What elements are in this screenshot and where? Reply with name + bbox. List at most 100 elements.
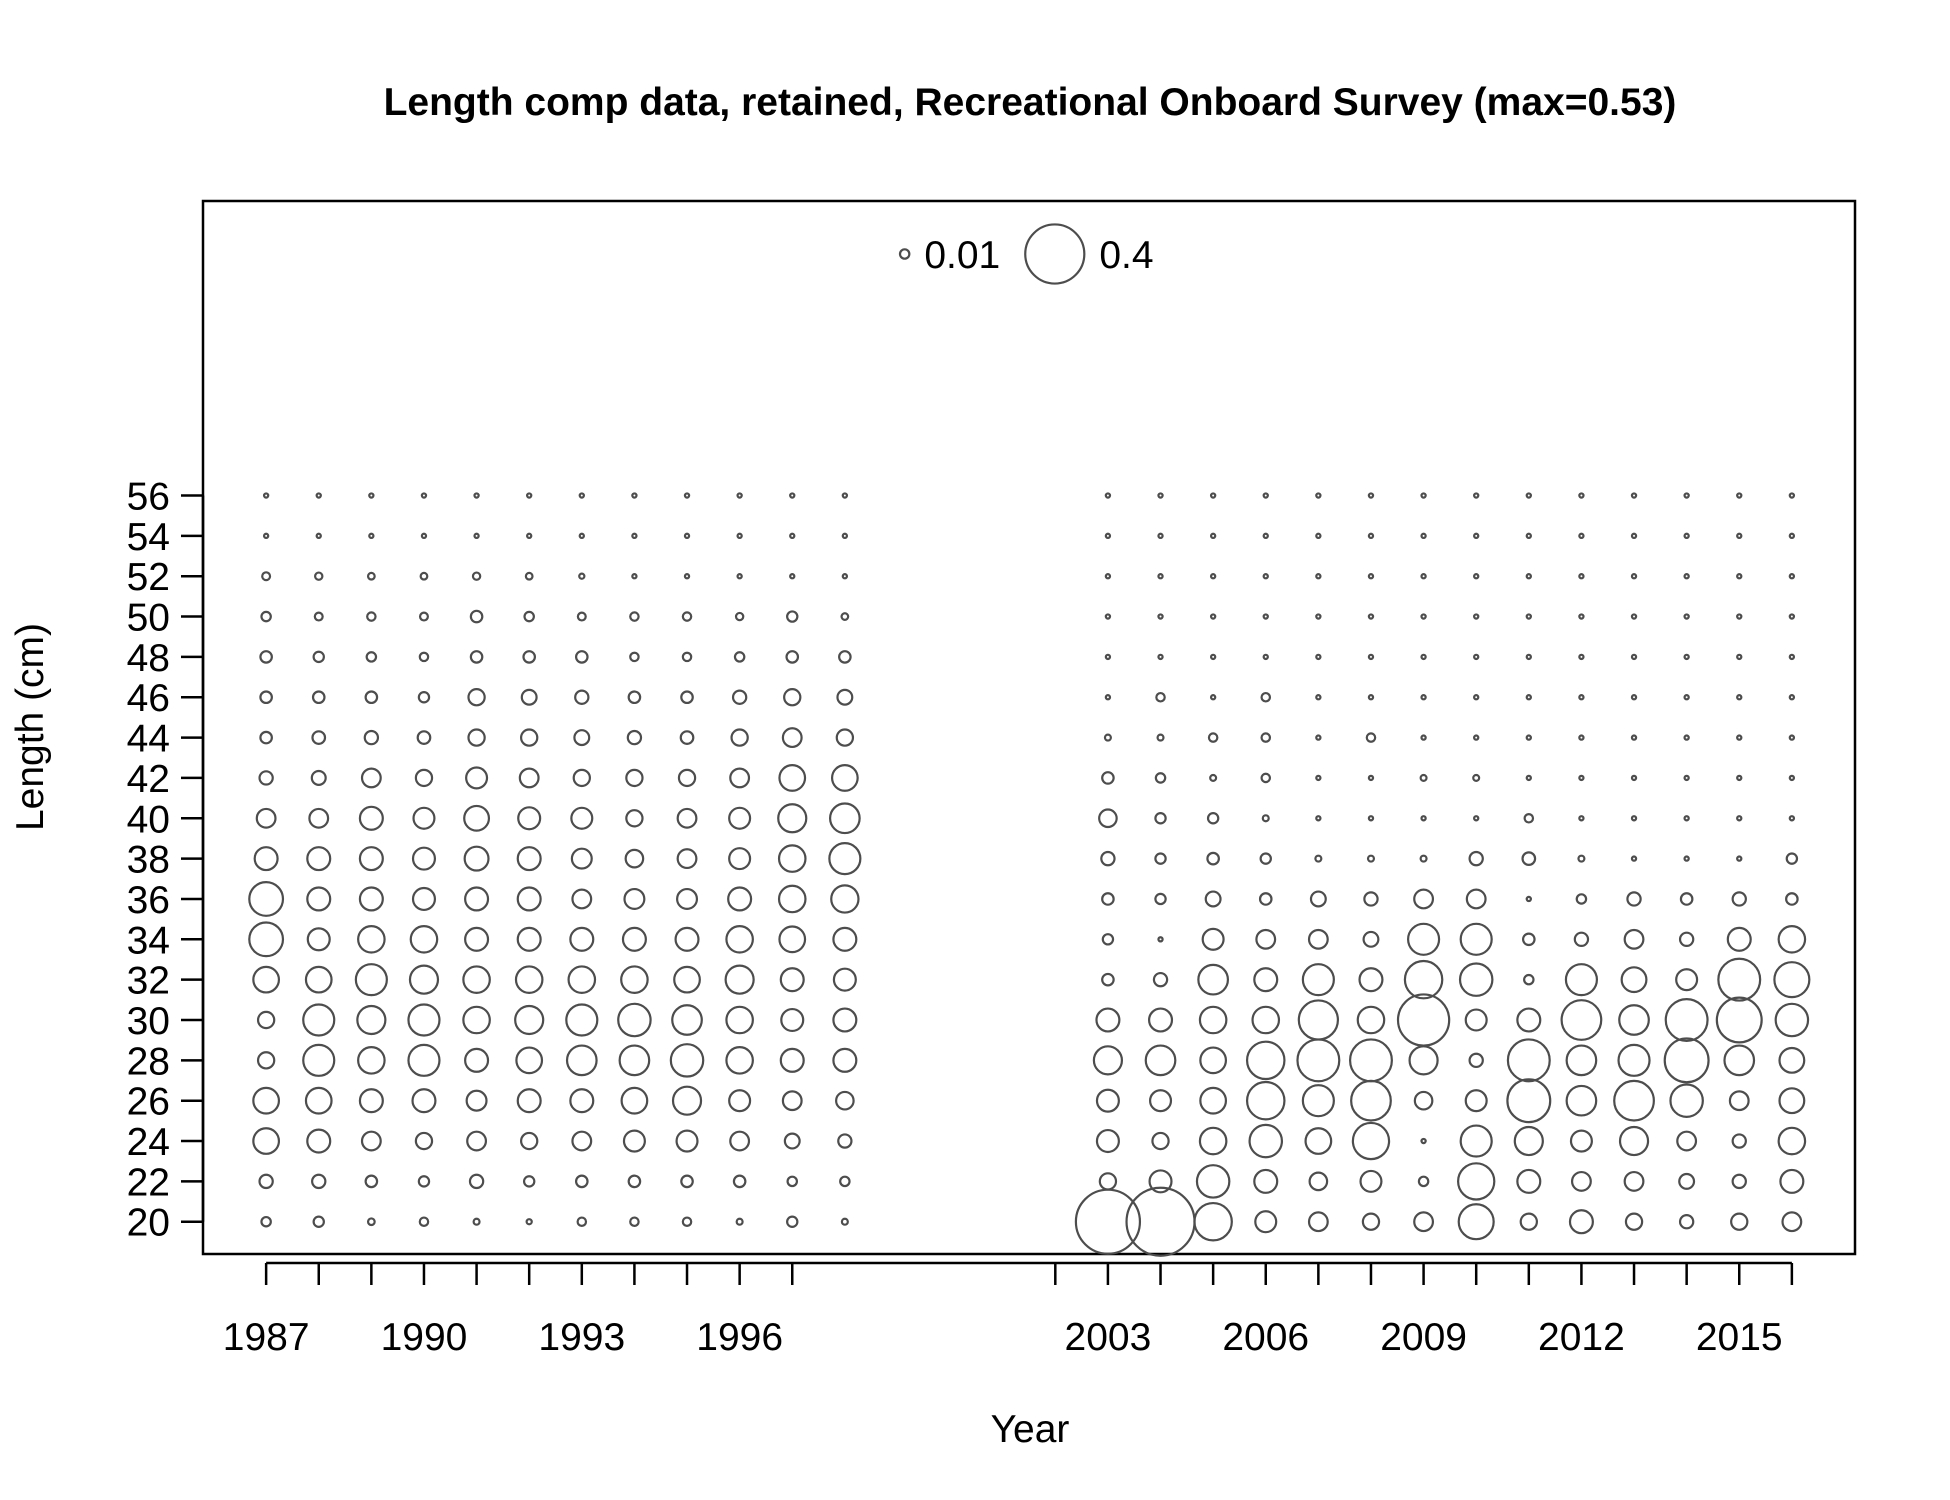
bubble [1420,734,1427,741]
bubble [1473,734,1480,741]
bubble [733,651,746,663]
bubble [1206,851,1220,866]
bubble [1198,1005,1228,1035]
bubble [681,651,693,663]
bubble [786,1215,799,1228]
bubble [1157,492,1164,499]
bubble [1516,1007,1542,1033]
bubble [669,1043,705,1078]
bubble [837,1133,853,1149]
y-tick-label: 44 [127,718,170,761]
bubble [1473,815,1480,822]
bubble [1618,1004,1650,1036]
bubble [1565,1084,1598,1117]
bubble [360,767,382,789]
bubble [420,492,428,499]
bubble [683,573,691,580]
bubble [1630,492,1638,499]
bubble [1736,653,1743,661]
bubble [311,690,326,705]
bubble [1315,734,1322,741]
bubble [1251,1005,1281,1035]
bubble [472,1217,481,1226]
bubble [1683,815,1690,822]
bubble [1777,925,1807,954]
bubble [1254,1210,1278,1234]
y-tick-label: 38 [127,839,170,882]
bubble [1193,1201,1233,1242]
bubble [1406,922,1441,956]
bubble [1678,931,1695,948]
bubble [631,492,638,499]
bubble [252,965,281,994]
bubble [778,764,807,792]
bubble [520,688,538,706]
bubble [302,1043,336,1077]
bubble [418,651,430,663]
bubble [625,809,644,828]
bubble [1521,932,1536,947]
bubble [1103,733,1112,742]
bubble [1255,928,1277,950]
bubble [1472,773,1481,782]
bubble [1413,1090,1434,1111]
bubble [356,1004,387,1036]
bubble [777,844,807,873]
bubble [622,1129,646,1153]
bubble [728,806,752,830]
bubble [1307,928,1329,950]
bubble [1736,573,1743,580]
bubble [1788,492,1796,499]
bubble [465,1089,488,1112]
bubble [1785,852,1799,865]
bubble [520,1131,539,1151]
bubble [625,768,644,788]
bubble [830,884,860,914]
bubble [357,1046,386,1075]
bubble [1788,573,1796,580]
bubble [830,764,859,792]
bubble [463,845,490,872]
x-axis-label: Year [991,1408,1070,1451]
bubble [1578,573,1585,580]
bubble [1683,855,1690,862]
bubble [828,842,862,876]
bubble [357,925,386,954]
bubble [1209,492,1217,499]
bubble [315,492,322,499]
bubble [1630,573,1638,580]
bubble [617,1002,652,1038]
bubble [1777,1126,1807,1156]
bubble [1683,492,1690,499]
bubble [1261,814,1270,823]
y-tick-label: 56 [127,476,170,519]
bubble [1630,653,1638,661]
bubble [1420,815,1427,822]
bubble [1723,1044,1756,1077]
bubble [468,1173,485,1190]
y-tick-label: 20 [127,1202,170,1245]
bubble [786,1175,799,1188]
bubble [1157,936,1164,943]
bubble [1315,815,1322,822]
bubble [1519,1212,1538,1231]
x-axis: 1987 1990 1993 1996 2003 2006 2009 2012 2015 [223,1261,1794,1359]
bubble [1778,1046,1806,1074]
y-tick-label: 26 [127,1081,170,1124]
bubble [1630,694,1638,701]
bubble [1155,691,1166,703]
bubble [418,611,429,622]
bubble [463,804,491,832]
y-tick-label: 48 [127,637,170,680]
bubble [1100,850,1116,867]
bubble [1473,613,1480,620]
bubble [785,650,800,664]
bubble [312,1215,325,1228]
bubble [262,532,270,540]
bubble [724,964,755,995]
bubble [631,532,638,540]
bubble [569,1088,595,1114]
bubble [1151,1131,1170,1151]
bubble [1201,927,1225,951]
